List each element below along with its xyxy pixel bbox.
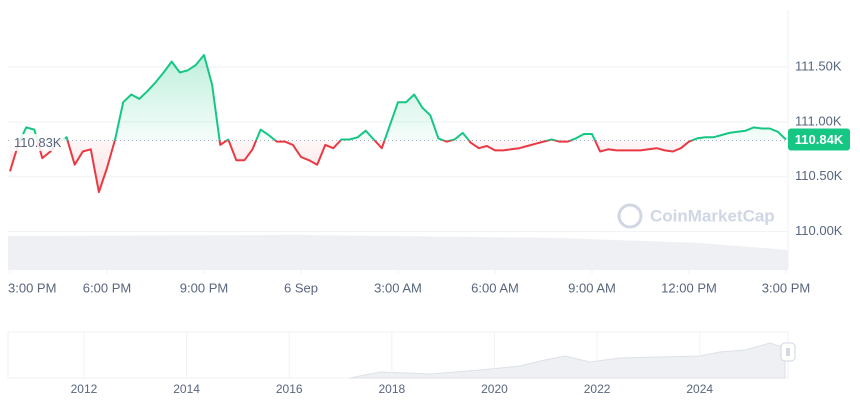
navigator-tick-label: 2022 <box>584 382 611 396</box>
navigator-tick-label: 2014 <box>173 382 200 396</box>
current-price-badge <box>788 128 850 151</box>
x-tick-label: 6 Sep <box>284 280 318 295</box>
navigator-tick-label: 2012 <box>71 382 98 396</box>
x-tick-label: 3:00 PM <box>8 280 56 295</box>
current-price-label: 110.84K <box>795 132 844 147</box>
x-tick-label: 12:00 PM <box>661 280 717 295</box>
y-tick-label: 111.00K <box>795 113 842 128</box>
baseline-label-bg <box>11 133 65 151</box>
volume-area <box>8 235 788 270</box>
navigator-area <box>349 342 786 379</box>
x-tick-label: 6:00 AM <box>471 280 519 295</box>
x-tick-label: 9:00 PM <box>180 280 228 295</box>
y-tick-label: 110.00K <box>795 223 843 238</box>
navigator-tick-label: 2020 <box>481 382 508 396</box>
price-area <box>10 55 786 193</box>
navigator-tick-label: 2024 <box>686 382 713 396</box>
x-tick-label: 6:00 PM <box>83 280 131 295</box>
x-tick-label: 3:00 AM <box>374 280 422 295</box>
navigator-tick-label: 2018 <box>378 382 405 396</box>
y-tick-label: 111.50K <box>795 58 842 73</box>
navigator-handle[interactable] <box>780 342 796 362</box>
baseline-label: 110.83K <box>14 135 62 150</box>
x-tick-label: 9:00 AM <box>568 280 616 295</box>
y-tick-label: 110.50K <box>795 168 843 183</box>
x-tick-label: 3:00 PM <box>762 280 810 295</box>
price-line <box>9 54 787 194</box>
watermark-text: CoinMarketCap <box>650 206 775 225</box>
watermark: CoinMarketCap <box>617 203 775 229</box>
navigator-tick-label: 2016 <box>276 382 303 396</box>
